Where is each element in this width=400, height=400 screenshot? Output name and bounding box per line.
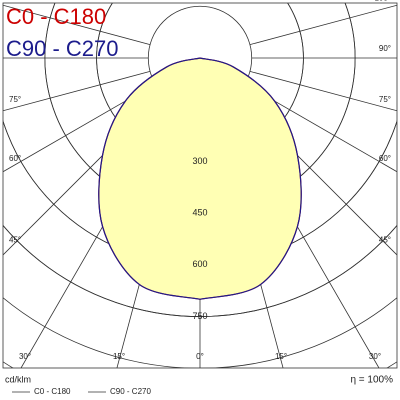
angle-label: 105° <box>374 0 391 2</box>
angle-label: 15° <box>113 352 125 361</box>
labels: 0° 15° 15° 30° 30° 45° 45° 60° 60° 75° 75° 90° 105° 3… <box>6 0 391 396</box>
grid-ray <box>3 70 151 112</box>
angle-label: 45° <box>379 235 391 244</box>
angle-label: 0° <box>196 352 204 361</box>
r-tick-label: 450 <box>192 208 207 218</box>
angle-label: 45° <box>9 235 21 244</box>
angle-label: 60° <box>379 154 391 163</box>
angle-label: 75° <box>9 95 21 104</box>
series-title: C90 - C270 <box>6 36 119 61</box>
angle-label: 60° <box>9 154 21 163</box>
r-tick-label: 300 <box>192 156 207 166</box>
grid-ray <box>249 4 397 46</box>
angle-label: 90° <box>379 44 391 53</box>
curve-line <box>199 57 302 300</box>
angle-label: 30° <box>19 352 31 361</box>
curve-line <box>98 57 201 300</box>
series-title: C0 - C180 <box>6 4 106 29</box>
angle-label: 15° <box>275 352 287 361</box>
grid-ray <box>3 4 151 46</box>
legend-label: C90 - C270 <box>110 387 151 396</box>
angle-label: 75° <box>379 95 391 104</box>
curve-fill <box>98 58 302 300</box>
r-tick-label: 600 <box>192 259 207 269</box>
curves <box>98 57 302 300</box>
grid-ray <box>249 70 397 112</box>
r-tick-label: 750 <box>192 311 207 321</box>
angle-label: 30° <box>369 352 381 361</box>
efficiency: η = 100% <box>350 375 393 386</box>
unit-label: cd/klm <box>5 374 31 384</box>
legend-label: C0 - C180 <box>34 387 71 396</box>
